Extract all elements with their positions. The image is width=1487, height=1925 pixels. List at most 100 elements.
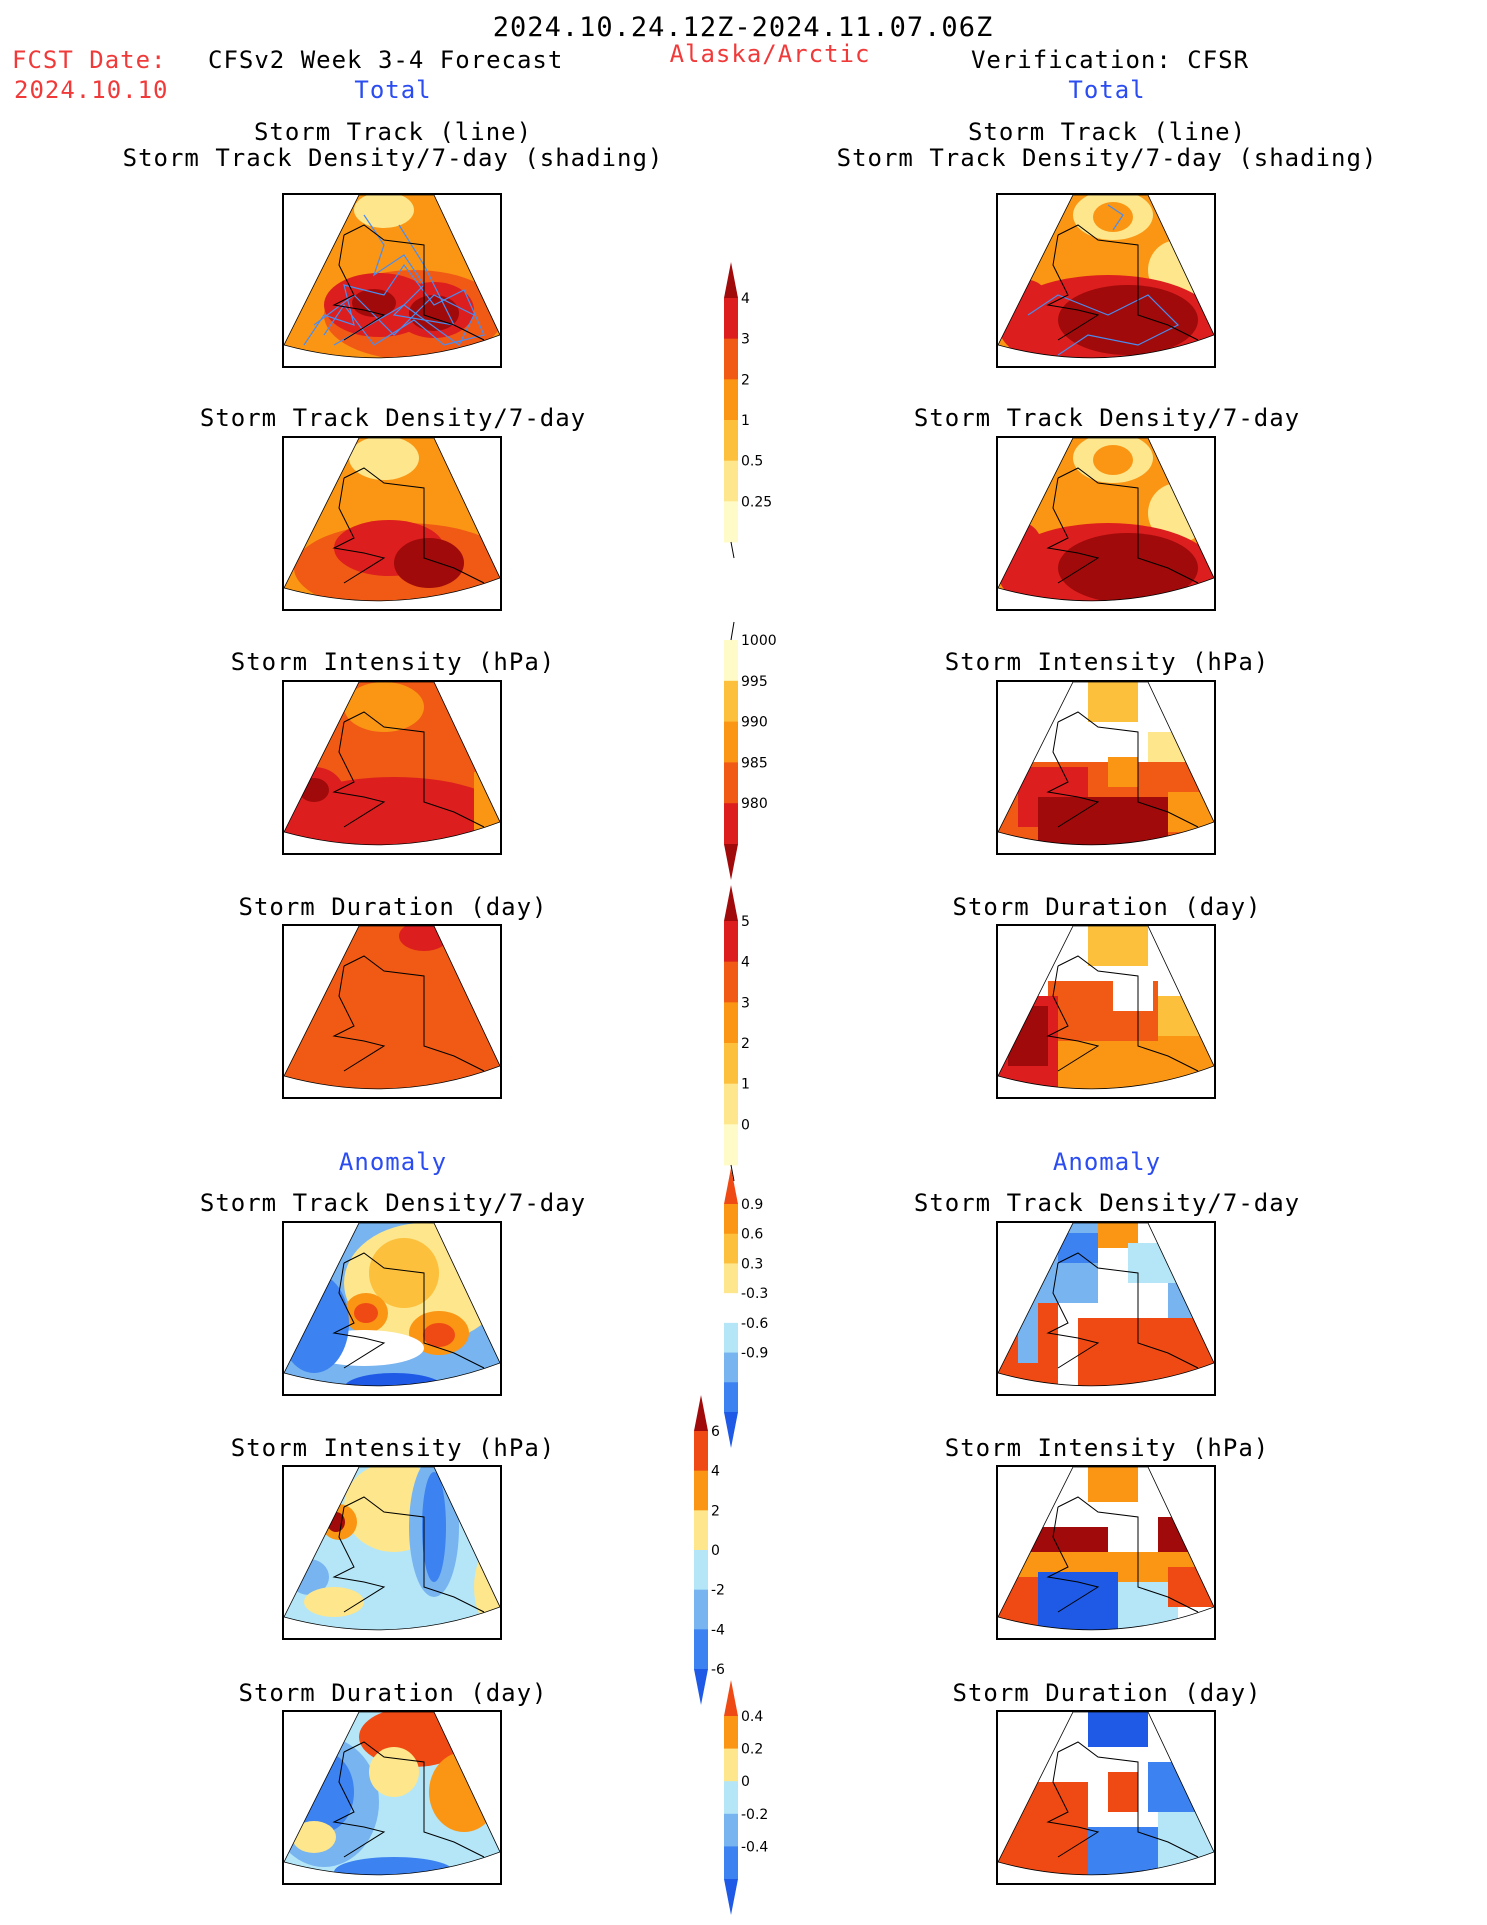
colorbar-segment [724, 1781, 738, 1815]
map-intensity-anomaly-verification [996, 1465, 1216, 1640]
map-intensity-anomaly-forecast [282, 1465, 502, 1640]
colorbar-segment [724, 1322, 738, 1354]
colorbar-segment [724, 961, 738, 1003]
title-duration-right: Storm Duration (day) [952, 893, 1262, 921]
colorbar-tick-label: 0.5 [741, 454, 763, 470]
colorbar-tail [730, 621, 735, 641]
title-density-left: Storm Track Density/7-day [199, 404, 587, 432]
colorbar-arrow-top [724, 1168, 738, 1204]
colorbar-tick-label: 0 [741, 1774, 750, 1790]
title-intensity-anom-left: Storm Intensity (hPa) [230, 1434, 556, 1462]
colorbar-segment [724, 1716, 738, 1750]
colorbar-tick-label: 980 [741, 796, 768, 812]
colorbar-arrow-bottom [724, 844, 738, 880]
map-density-anomaly-forecast [282, 1221, 502, 1396]
colorbar-tick-label: -6 [711, 1662, 725, 1678]
map-track-forecast [282, 193, 502, 368]
section-anomaly-left: Anomaly [338, 1148, 448, 1176]
colorbar-tick-label: -4 [711, 1622, 725, 1638]
colorbar-segment [724, 1352, 738, 1383]
colorbar-duration-anomaly: 0.4 0.2 0 -0.2 -0.4 [720, 1680, 780, 1919]
colorbar-segment [724, 803, 738, 845]
fcst-date-label: FCST Date: [12, 46, 167, 74]
colorbar-segment [694, 1470, 708, 1511]
colorbar-tick-label: 3 [741, 332, 750, 348]
colorbar-duration-total: 5 4 3 2 1 0 [720, 885, 780, 1182]
colorbar-segment [724, 379, 738, 421]
colorbar-tick-label: 0 [711, 1543, 720, 1559]
colorbar-segment [724, 640, 738, 682]
colorbar-segment [724, 338, 738, 380]
colorbar-arrow-top [724, 885, 738, 921]
title-duration-anom-right: Storm Duration (day) [952, 1679, 1262, 1707]
colorbar-segment [724, 1124, 738, 1166]
colorbar-tick-label: 2 [741, 1036, 750, 1052]
colorbar-segment [724, 1043, 738, 1085]
colorbar-arrow-top [694, 1395, 708, 1431]
title-intensity-anom-right: Storm Intensity (hPa) [944, 1434, 1270, 1462]
map-intensity-forecast [282, 680, 502, 855]
colorbar-tick-label: 4 [741, 955, 750, 971]
map-duration-forecast [282, 924, 502, 1099]
colorbar-arrow-top [724, 262, 738, 298]
colorbar-arrow-top [724, 1680, 738, 1716]
colorbar-density-total: 4 3 2 1 0.5 0.25 [720, 262, 780, 559]
section-total-left: Total [354, 76, 432, 104]
colorbar-segment [724, 420, 738, 462]
colorbar-tick-label: -0.9 [741, 1346, 768, 1362]
colorbar-density-anomaly: 0.9 0.6 0.3 -0.3 -0.6 -0.9 [720, 1168, 780, 1452]
colorbar-segment [724, 721, 738, 763]
title-density-anom-left: Storm Track Density/7-day [199, 1189, 587, 1217]
colorbar-tick-label: 5 [741, 914, 750, 930]
fcst-date-value: 2024.10.10 [14, 76, 169, 104]
title-track-line-right: Storm Track (line) [967, 118, 1247, 146]
colorbar-segment [724, 1204, 738, 1235]
colorbar-tick-label: 0 [741, 1117, 750, 1133]
colorbar-segment [724, 501, 738, 543]
colorbar-tick-label: 4 [711, 1464, 720, 1480]
colorbar-tick-label: 0.9 [741, 1197, 763, 1213]
colorbar-segment [724, 460, 738, 502]
colorbar-tick-label: 1000 [741, 633, 777, 649]
map-density-verification [996, 436, 1216, 611]
map-duration-verification [996, 924, 1216, 1099]
colorbar-arrow-bottom [694, 1669, 708, 1705]
title-density-right: Storm Track Density/7-day [913, 404, 1301, 432]
colorbar-segment [724, 1002, 738, 1044]
date-range-title: 2024.10.24.12Z-2024.11.07.06Z [492, 12, 994, 43]
colorbar-segment [724, 298, 738, 340]
map-duration-anomaly-verification [996, 1710, 1216, 1885]
colorbar-segment [694, 1550, 708, 1591]
colorbar-tick-label: 0.3 [741, 1256, 763, 1272]
colorbar-segment [724, 1382, 738, 1413]
colorbar-tick-label: 0.6 [741, 1227, 763, 1243]
title-duration-anom-left: Storm Duration (day) [238, 1679, 548, 1707]
colorbar-tick-label: -0.6 [741, 1316, 768, 1332]
colorbar-arrow-bottom [724, 1412, 738, 1448]
section-total-right: Total [1068, 76, 1146, 104]
colorbar-segment [724, 1748, 738, 1782]
colorbar-tick-label: -2 [711, 1583, 725, 1599]
title-track-shading-left: Storm Track Density/7-day (shading) [122, 144, 664, 172]
colorbar-segment [724, 1233, 738, 1264]
colorbar-segment [724, 1293, 738, 1324]
title-track-line-left: Storm Track (line) [253, 118, 533, 146]
title-intensity-left: Storm Intensity (hPa) [230, 648, 556, 676]
verification-title: Verification: CFSR [970, 46, 1250, 74]
colorbar-segment [694, 1629, 708, 1670]
colorbar-tick-label: 6 [711, 1424, 720, 1440]
colorbar-segment [694, 1431, 708, 1472]
colorbar-segment [724, 1813, 738, 1847]
colorbar-tick-label: 995 [741, 674, 768, 690]
colorbar-arrow-bottom [724, 1879, 738, 1915]
map-duration-anomaly-forecast [282, 1710, 502, 1885]
colorbar-tick-label: 0.2 [741, 1742, 763, 1758]
colorbar-segment [724, 921, 738, 963]
colorbar-tick-label: 2 [741, 372, 750, 388]
map-density-anomaly-verification [996, 1221, 1216, 1396]
colorbar-segment [694, 1510, 708, 1551]
colorbar-segment [694, 1589, 708, 1630]
colorbar-tick-label: 1 [741, 413, 750, 429]
colorbar-tick-label: 0.4 [741, 1709, 763, 1725]
title-track-shading-right: Storm Track Density/7-day (shading) [836, 144, 1378, 172]
